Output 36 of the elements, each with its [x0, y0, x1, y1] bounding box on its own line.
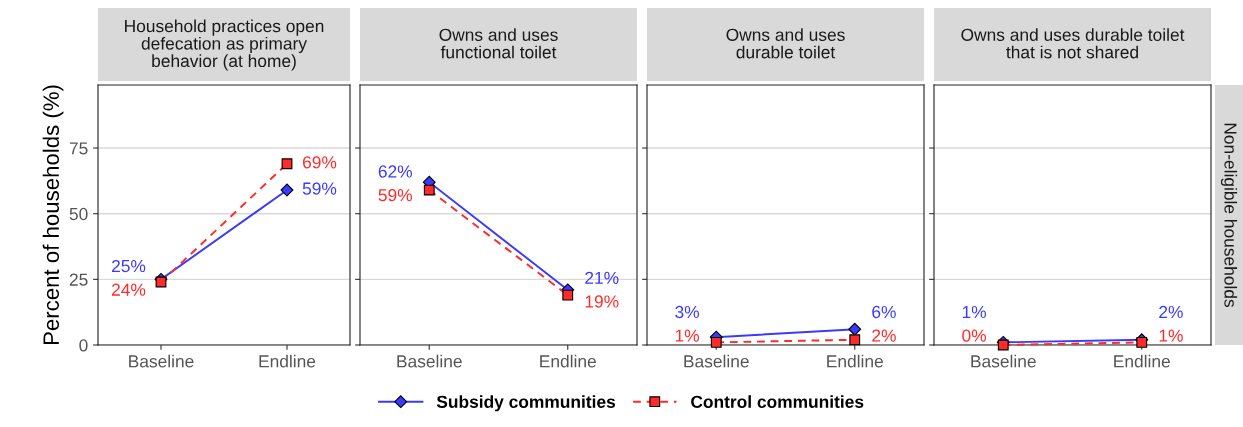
data-label: 21% — [585, 271, 619, 284]
data-label: 69% — [303, 156, 337, 169]
data-label: 6% — [872, 305, 896, 319]
x-tick-label: Endline — [259, 354, 316, 368]
y-axis-title: Percent of households (%) — [42, 85, 64, 345]
y-tick-label: 75 — [69, 142, 88, 155]
data-label: 62% — [378, 165, 413, 178]
data-label: 0% — [962, 329, 987, 342]
data-label: 1% — [675, 329, 700, 342]
data-label: 1% — [1159, 329, 1183, 342]
x-tick-label: Baseline — [397, 354, 462, 368]
text: Non-eligible households — [1220, 123, 1238, 308]
x-tick-label: Baseline — [971, 354, 1036, 368]
data-label: 59% — [378, 188, 413, 202]
x-tick-label: Baseline — [684, 354, 749, 368]
y-tick-label: 25 — [69, 273, 88, 286]
x-tick-label: Endline — [540, 354, 596, 368]
chart-title: Owns and uses durable toilet — [726, 28, 845, 59]
data-label: 19% — [585, 295, 619, 308]
data-label: 2% — [1159, 305, 1183, 319]
x-tick-label: Baseline — [129, 354, 194, 368]
x-tick-label: Endline — [827, 354, 883, 368]
data-label: 2% — [872, 329, 896, 342]
legend-label: Subsidy communities — [436, 395, 616, 412]
y-tick-label: 0 — [79, 339, 88, 352]
data-label: 1% — [962, 305, 987, 319]
data-label: 3% — [675, 305, 700, 319]
data-label: 59% — [302, 182, 337, 195]
y-tick-label: 50 — [69, 207, 88, 221]
x-tick-label: Endline — [1114, 354, 1170, 368]
chart-title: Owns and uses functional toilet — [439, 28, 558, 59]
data-label: 24% — [112, 283, 146, 296]
chart-title: Household practices open defecation as primary behavior (at home) — [125, 19, 324, 71]
chart-title: Owns and uses durable toilet that is not shared — [961, 28, 1185, 59]
data-label: 25% — [112, 259, 146, 273]
legend-label: Control communities — [691, 395, 864, 408]
